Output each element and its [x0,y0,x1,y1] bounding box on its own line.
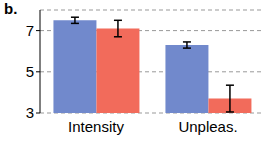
html-text:b.: b. [4,0,18,17]
svg-text:5: 5 [26,63,34,80]
svg-text:3: 3 [26,104,34,121]
svg-text:Intensity: Intensity [68,118,124,135]
svg-text:7: 7 [26,22,34,39]
svg-text:Unpleas.: Unpleas. [178,118,237,135]
